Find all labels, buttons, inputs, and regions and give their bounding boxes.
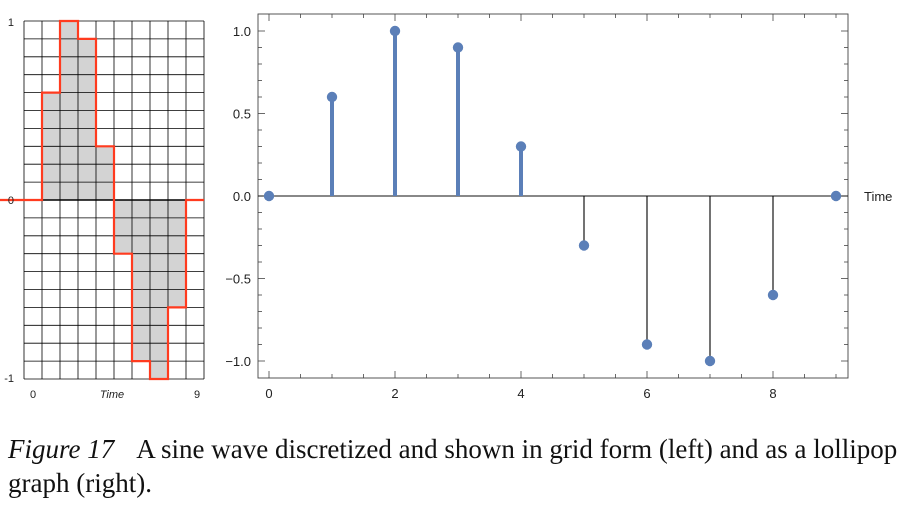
y-tick-label: 0.5	[233, 107, 251, 122]
y-tick-label: 1	[8, 17, 14, 29]
figure-charts: 1 0 -1 0 9 Time 1.0 0.5 0.0 −0.5 −1.0 0 2 4 6 8 Time	[0, 13, 892, 401]
x-tick-label: 9	[194, 389, 200, 401]
lollipop-point	[326, 91, 338, 103]
grid-fill-bar	[78, 38, 96, 201]
x-tick-label: 8	[769, 386, 776, 401]
caption-text: A sine wave discretized and shown in gri…	[8, 434, 898, 498]
x-axis-label: Time	[100, 389, 124, 401]
figure-label: Figure 17	[8, 434, 115, 464]
lollipop-sine-chart: 1.0 0.5 0.0 −0.5 −1.0 0 2 4 6 8 Time	[225, 13, 892, 401]
x-tick-label: 6	[643, 386, 650, 401]
figure-caption: Figure 17 A sine wave discretized and sho…	[8, 432, 898, 500]
y-tick-label: −0.5	[225, 272, 251, 287]
x-tick-label: 4	[517, 386, 524, 401]
lollipop-point	[641, 339, 653, 350]
lollipop-point	[578, 240, 590, 251]
lollipop-point	[767, 289, 779, 301]
x-axis-label: Time	[864, 189, 892, 204]
y-tick-label: 1.0	[233, 24, 251, 39]
grid-sine-chart: 1 0 -1 0 9 Time	[0, 17, 205, 401]
y-tick-label: −1.0	[225, 354, 251, 369]
x-tick-label: 0	[30, 389, 36, 401]
lollipop-point	[515, 141, 527, 152]
y-tick-label: -1	[4, 373, 14, 385]
x-tick-label: 2	[391, 386, 398, 401]
step-outline	[0, 19, 204, 381]
grid-fill-bar	[132, 200, 150, 362]
lollipop-point	[830, 190, 842, 202]
lollipop-point	[452, 42, 464, 53]
lollipop-point	[263, 190, 275, 202]
grid-fill-bar	[96, 146, 114, 200]
y-tick-label: 0	[8, 195, 14, 207]
lollipop-point	[389, 25, 401, 37]
lollipop-point	[704, 355, 716, 367]
x-tick-label: 0	[265, 386, 272, 401]
y-tick-label: 0.0	[233, 189, 251, 204]
grid-fill-bar	[114, 200, 132, 254]
